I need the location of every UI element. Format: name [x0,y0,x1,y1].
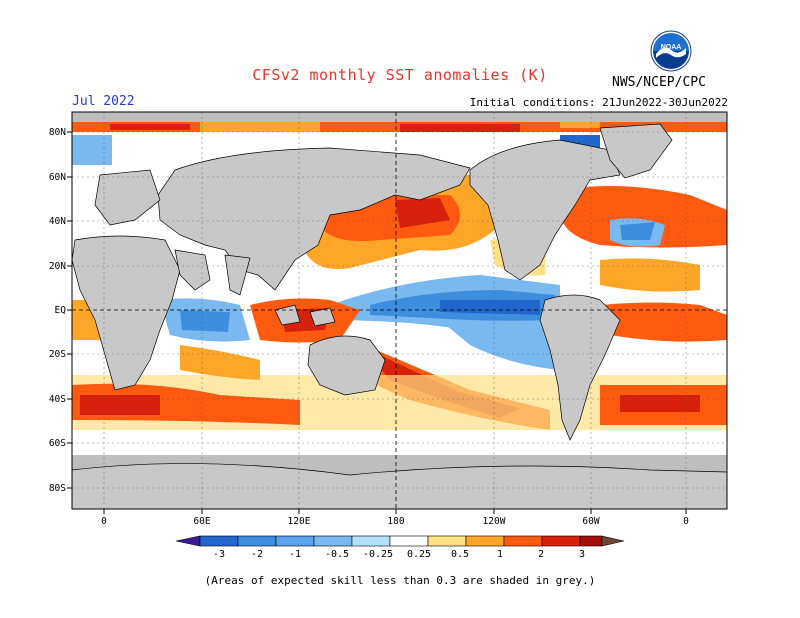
noaa-logo-text: NOAA [661,44,682,51]
lon-label: 60W [582,516,599,527]
lat-label: 80N [49,127,66,138]
lat-label: 40N [49,216,66,227]
map-title: CFSv2 monthly SST anomalies (K) [252,66,548,84]
colorbar-label: -3 [213,549,225,560]
lat-label: EQ [55,305,67,316]
graticule [72,112,727,509]
lat-label: 80S [49,483,66,494]
colorbar [175,535,625,547]
noaa-logo: NOAA [650,30,692,72]
lat-label: 60S [49,438,66,449]
lon-label: 60E [193,516,210,527]
lon-label: 180 [387,516,404,527]
lat-label: 60N [49,172,66,183]
colorbar-label: -1 [289,549,301,560]
reference-lines [72,112,727,509]
lat-label: 20S [49,349,66,360]
colorbar-label: 0.25 [407,549,431,560]
colorbar-label: 2 [538,549,544,560]
colorbar-label: 0.5 [451,549,469,560]
lon-label: 120E [288,516,311,527]
colorbar-label: 3 [579,549,585,560]
agency-label: NWS/NCEP/CPC [612,75,706,90]
colorbar-label: 1 [497,549,503,560]
lon-label: 0 [683,516,689,527]
lat-label: 20N [49,261,66,272]
colorbar-label: -2 [251,549,263,560]
lat-label: 40S [49,394,66,405]
forecast-month: Jul 2022 [72,94,135,109]
colorbar-label: -0.5 [325,549,349,560]
lon-label: 120W [483,516,506,527]
skill-note: (Areas of expected skill less than 0.3 a… [204,574,596,587]
land-masses [72,123,727,509]
colorbar-label: -0.25 [363,549,393,560]
lon-label: 0 [101,516,107,527]
initial-conditions: Initial conditions: 21Jun2022-30Jun2022 [469,96,728,109]
